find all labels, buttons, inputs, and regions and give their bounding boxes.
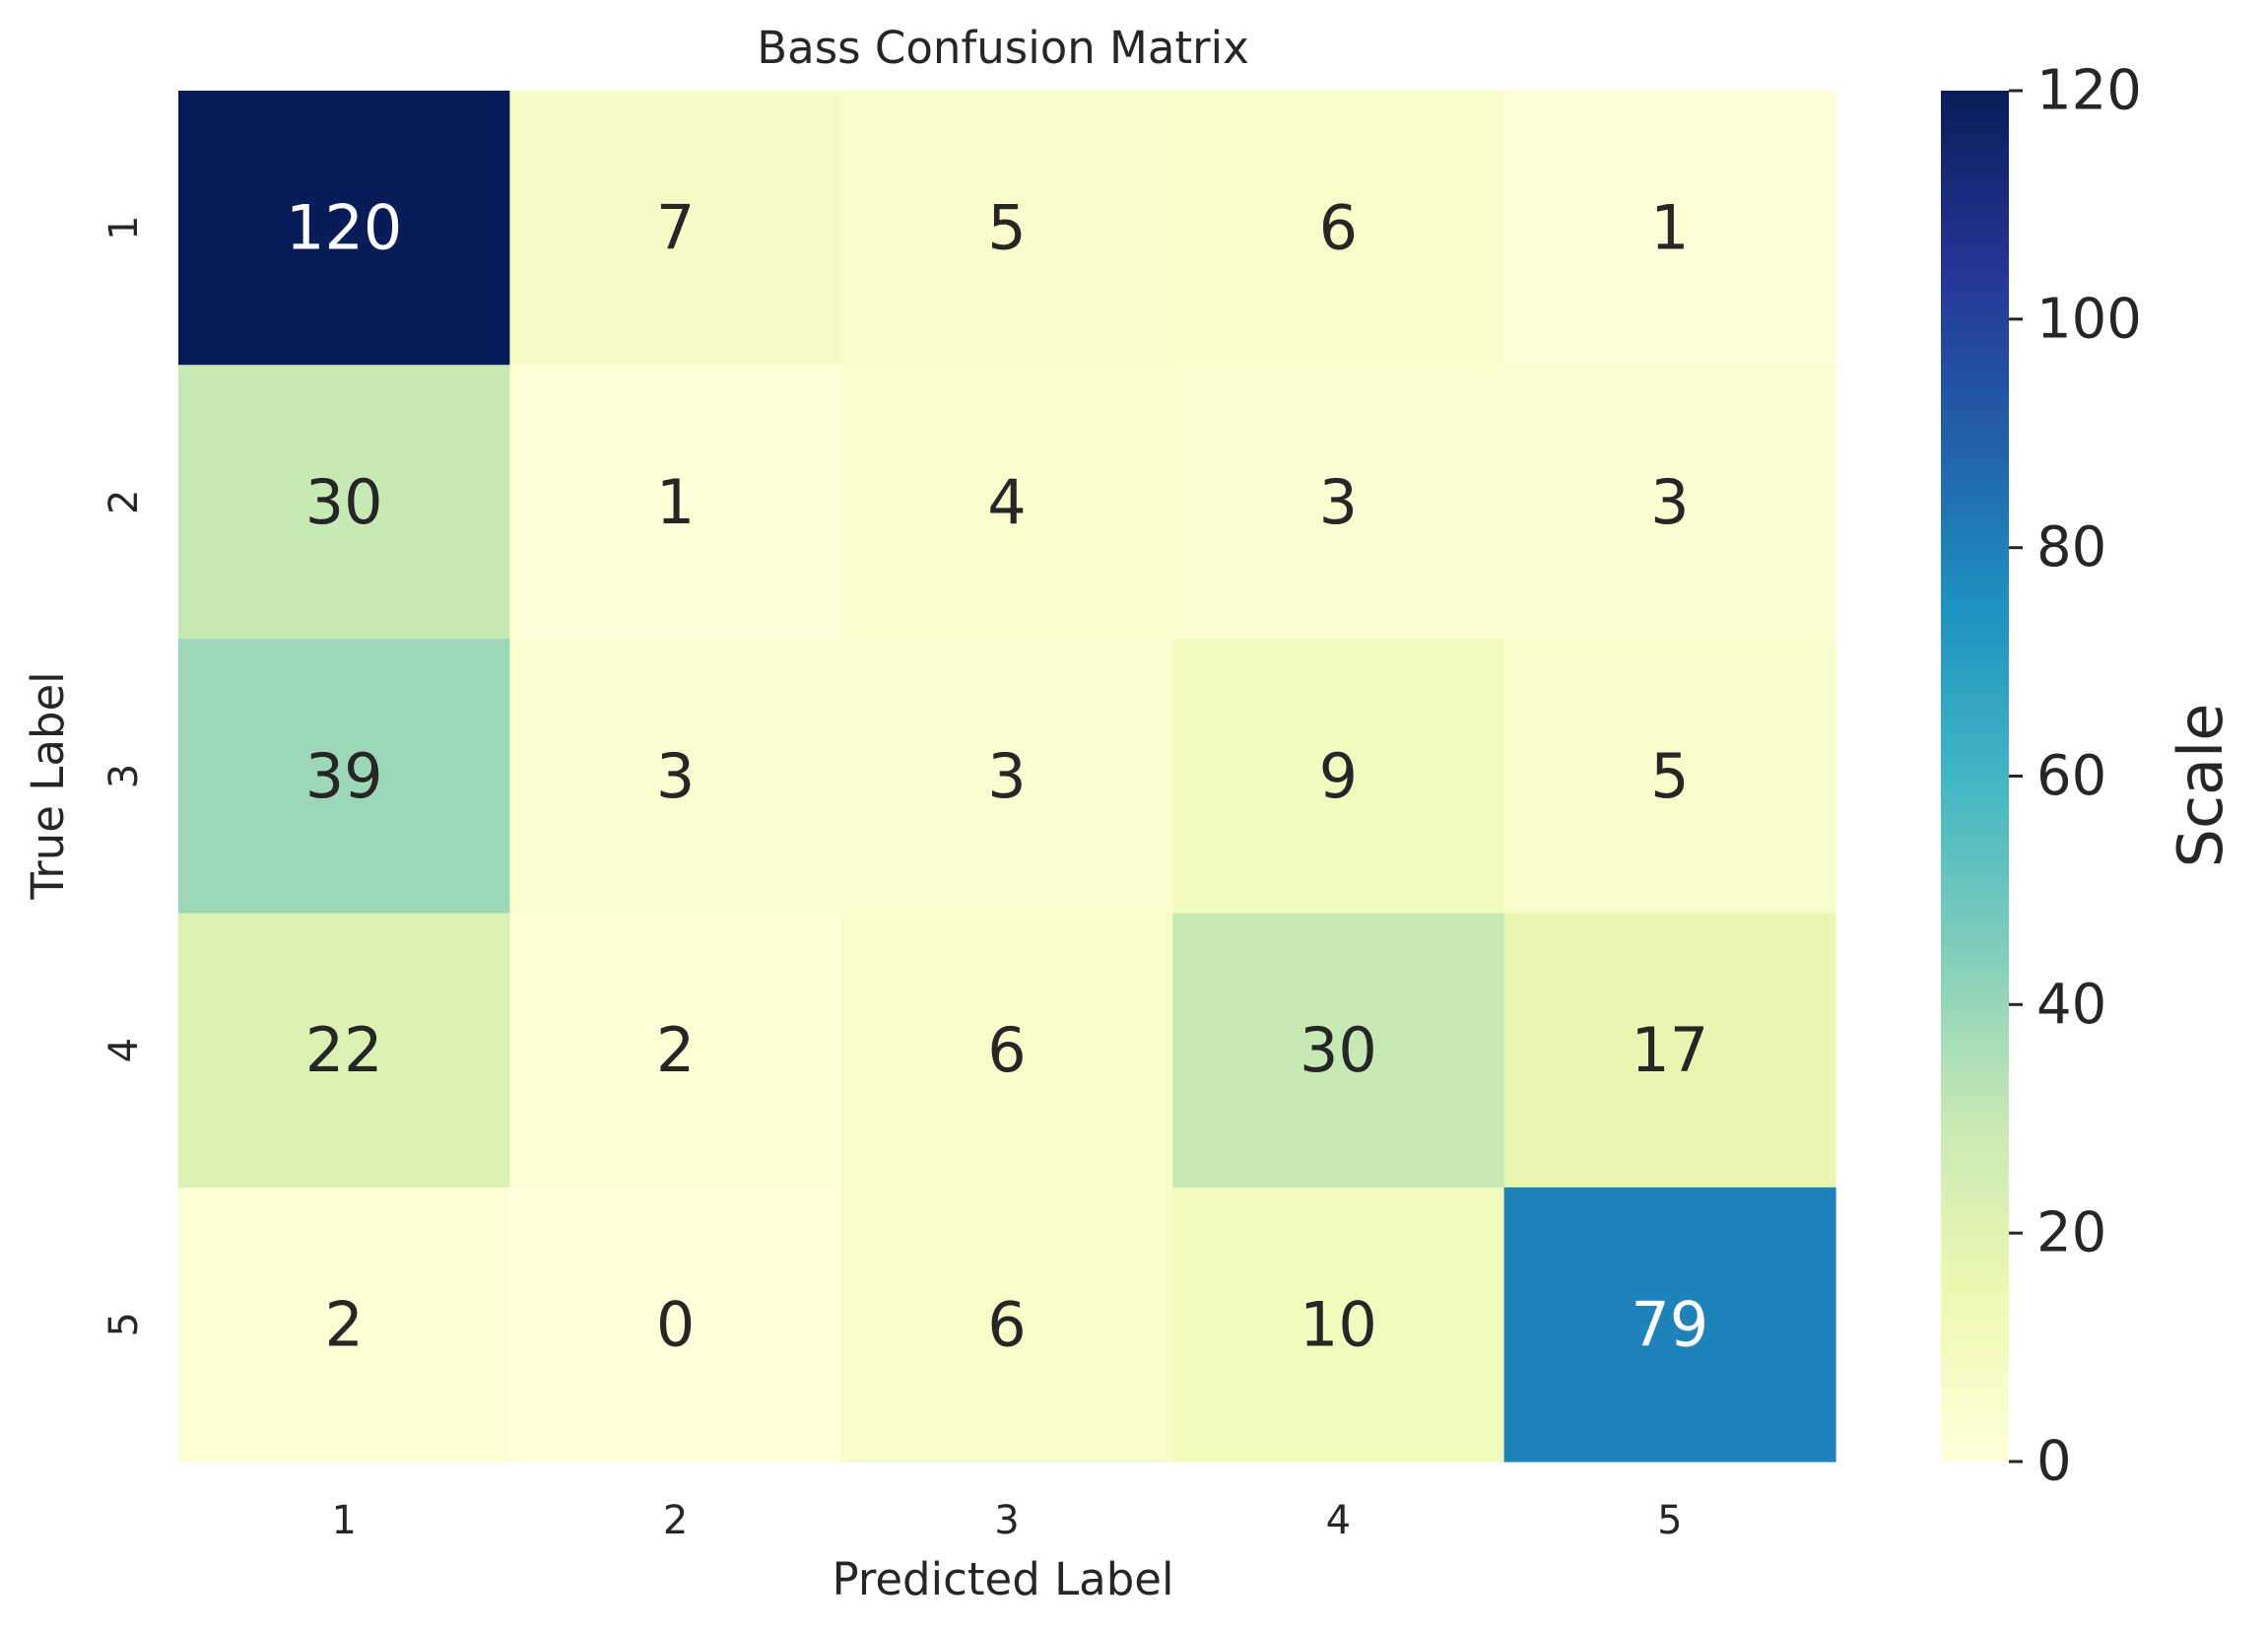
cell-value-label: 0	[656, 1288, 695, 1360]
cell-value-label: 3	[987, 740, 1026, 812]
cell-value-label: 6	[987, 1014, 1026, 1086]
heatmap-cell	[178, 1187, 510, 1463]
cell-value-label: 39	[305, 740, 383, 812]
heatmap-cell	[840, 1187, 1173, 1463]
cell-value-label: 5	[1650, 740, 1689, 812]
x-tick-label: 1	[331, 1498, 356, 1543]
colorbar-label: Scale	[2165, 704, 2236, 868]
cell-value-label: 7	[656, 192, 695, 264]
heatmap-cell	[840, 639, 1173, 915]
heatmap-cell	[1172, 91, 1505, 366]
heatmap-cell	[840, 91, 1173, 366]
y-tick-label: 5	[101, 1312, 147, 1336]
heatmap-cell	[1503, 913, 1836, 1189]
heatmap-cell	[1172, 1187, 1505, 1463]
heatmap-cell	[1503, 1187, 1836, 1463]
y-tick-label: 1	[101, 215, 147, 239]
heatmap-cell	[840, 913, 1173, 1189]
y-tick-label: 2	[101, 490, 147, 514]
heatmap-cell	[1503, 639, 1836, 915]
cell-value-label: 30	[305, 466, 383, 538]
x-tick-labels: 1 2 3 4 5	[331, 1498, 1682, 1543]
cell-value-label: 1	[656, 466, 695, 538]
cell-value-label: 3	[1319, 466, 1358, 538]
cell-annotations: 120 7 5 6 130 1 4 3 339 3 3 9 522 2 6 30 172 0 6 10 79	[286, 192, 1708, 1361]
colorbar-tick-label: 0	[2036, 1430, 2072, 1494]
heatmap-cell	[1503, 365, 1836, 640]
y-axis-label: True Label	[22, 671, 74, 900]
heatmap-cell	[178, 913, 510, 1189]
heatmap-cell	[178, 365, 510, 640]
heatmap-cell	[509, 91, 842, 366]
colorbar-tick-label: 20	[2036, 1201, 2106, 1265]
heatmap-cell	[509, 913, 842, 1189]
cell-value-label: 10	[1300, 1288, 1377, 1360]
heatmap-cell	[840, 365, 1173, 640]
cell-value-label: 5	[987, 192, 1026, 264]
y-tick-labels: 1 2 3 4 5	[101, 215, 147, 1336]
chart-title: Bass Confusion Matrix	[757, 22, 1248, 74]
x-tick-label: 2	[663, 1498, 688, 1543]
cell-value-label: 22	[305, 1014, 383, 1086]
colorbar-tick-label: 100	[2036, 287, 2142, 351]
cell-value-label: 3	[656, 740, 695, 812]
y-tick-label: 3	[101, 764, 147, 788]
x-tick-label: 3	[994, 1498, 1019, 1543]
heatmap-cell	[509, 365, 842, 640]
colorbar: 0 20 40 60 80 100 120	[1941, 59, 2142, 1494]
heatmap-cell	[509, 639, 842, 915]
cell-value-label: 9	[1319, 740, 1358, 812]
cell-value-label: 1	[1650, 192, 1689, 264]
colorbar-tick-label: 120	[2036, 59, 2142, 123]
heatmap-cell	[1503, 91, 1836, 366]
x-tick-label: 5	[1657, 1498, 1682, 1543]
cell-value-label: 6	[987, 1288, 1026, 1360]
cell-value-label: 17	[1631, 1014, 1708, 1086]
heatmap-cell	[178, 91, 510, 366]
colorbar-tick-label: 80	[2036, 515, 2106, 579]
heatmap-cell	[1172, 639, 1505, 915]
y-tick-label: 4	[101, 1038, 147, 1062]
cell-value-label: 4	[987, 466, 1026, 538]
colorbar-tick-label: 60	[2036, 744, 2106, 808]
colorbar-gradient	[1941, 91, 2009, 1462]
cell-value-label: 120	[286, 192, 402, 264]
cell-value-label: 6	[1319, 192, 1358, 264]
heatmap-cell	[1172, 365, 1505, 640]
cell-value-label: 79	[1631, 1288, 1708, 1360]
x-tick-label: 4	[1326, 1498, 1351, 1543]
heatmap-cell	[509, 1187, 842, 1463]
cell-value-label: 2	[656, 1014, 695, 1086]
heatmap-cell	[178, 639, 510, 915]
cell-value-label: 3	[1650, 466, 1689, 538]
heatmap-cell	[1172, 913, 1505, 1189]
cell-value-label: 30	[1300, 1014, 1377, 1086]
x-axis-label: Predicted Label	[833, 1553, 1174, 1605]
colorbar-tick-label: 40	[2036, 973, 2106, 1037]
cell-value-label: 2	[324, 1288, 363, 1360]
heatmap-cells	[178, 91, 1836, 1463]
